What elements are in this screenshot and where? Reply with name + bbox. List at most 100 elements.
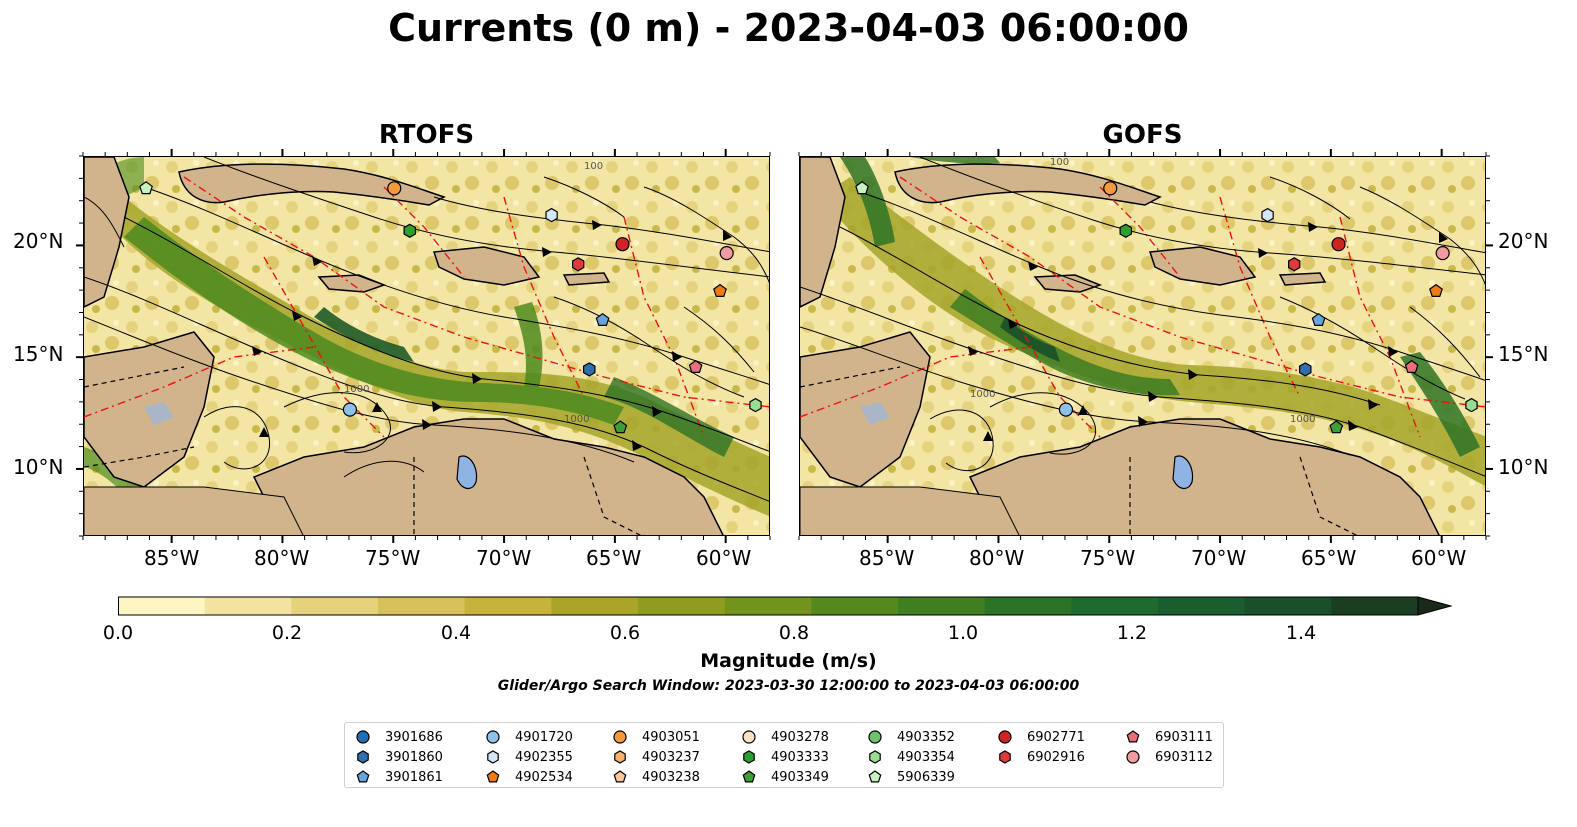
lon-tick-gofs-85w: 85°W [859, 546, 915, 570]
legend-marker-circle-icon [868, 730, 882, 744]
legend-marker-circle-icon [1126, 750, 1140, 764]
lon-tick-rtofs-60w: 60°W [696, 546, 752, 570]
float-marker-5906339 [139, 181, 153, 195]
legend-marker-hexagon-icon [487, 750, 499, 764]
lon-tick-gofs-70w: 70°W [1191, 546, 1247, 570]
legend-label: 4903051 [642, 729, 700, 745]
float-marker-4902355 [545, 207, 558, 223]
legend-marker-pentagon-icon [1126, 730, 1140, 743]
legend-column: 6903111 6903112 [1125, 727, 1213, 767]
search-window-caption: Glider/Argo Search Window: 2023-03-30 12… [497, 678, 1080, 694]
legend-item-4902355: 4902355 [485, 747, 573, 767]
legend-marker-pentagon-icon [742, 770, 756, 783]
float-marker-3901861 [1311, 312, 1326, 326]
legend-label: 4902534 [515, 769, 573, 785]
legend-column: 4903278 4903333 4903349 [741, 727, 829, 787]
lon-tick-gofs-80w: 80°W [969, 546, 1025, 570]
colorbar [118, 596, 1452, 616]
legend-item-3901860: 3901860 [355, 747, 443, 767]
float-marker-6902771 [1331, 237, 1346, 252]
colorbar-segment [551, 597, 639, 615]
legend-marker-circle-icon [742, 730, 756, 744]
legend-marker-pentagon-icon [356, 770, 370, 783]
lat-tick-right-20n: 20°N [1498, 229, 1549, 253]
legend-label: 4903354 [897, 749, 955, 765]
colorbar-segment [291, 597, 379, 615]
legend-label: 3901860 [385, 749, 443, 765]
legend-item-4903237: 4903237 [612, 747, 700, 767]
legend-item-4903238: 4903238 [612, 767, 700, 787]
float-marker-4903051 [387, 181, 402, 196]
float-marker-5906339 [855, 181, 869, 195]
legend-item-6902771: 6902771 [997, 727, 1085, 747]
legend-marker-circle-icon [613, 730, 627, 744]
colorbar-tick-7: 1.4 [1285, 622, 1317, 644]
bathymetry-contour-label: 1000 [970, 389, 995, 400]
map-panel-gofs[interactable]: 1000 1000 100 [799, 156, 1486, 536]
colorbar-segment [464, 597, 552, 615]
legend-item-4903333: 4903333 [741, 747, 829, 767]
legend-marker-hexagon-icon [869, 750, 881, 764]
bathymetry-contour-label: 1000 [344, 384, 369, 395]
legend-item-5906339: 5906339 [867, 767, 955, 787]
colorbar-extend-arrow [1417, 596, 1452, 616]
legend-column: 4903051 4903237 4903238 [612, 727, 700, 787]
legend-item-6903111: 6903111 [1125, 727, 1213, 747]
bathymetry-contour-label: 100 [584, 161, 603, 172]
colorbar-tick-0: 0.0 [102, 622, 134, 644]
colorbar-tick-5: 1.0 [947, 622, 979, 644]
float-markers-gofs [855, 181, 1478, 434]
legend-marker-pentagon-icon [868, 770, 882, 783]
lat-tick-right-15n: 15°N [1498, 342, 1549, 366]
colorbar-tick-2: 0.4 [440, 622, 472, 644]
float-marker-4902534 [1429, 283, 1443, 297]
lon-tick-rtofs-85w: 85°W [144, 546, 200, 570]
legend-item-4902534: 4902534 [485, 767, 573, 787]
colorbar-segment [204, 597, 292, 615]
colorbar-tick-3: 0.6 [609, 622, 641, 644]
bathymetry-contour-label: 1000 [1290, 414, 1315, 425]
legend-label: 4903237 [642, 749, 700, 765]
lat-tick-left-10n: 10°N [13, 455, 64, 479]
current-map-rtofs: 1000 1000 100 [84, 157, 769, 535]
colorbar-segment [1158, 597, 1246, 615]
float-marker-6903111 [688, 359, 703, 373]
colorbar-segment [638, 597, 726, 615]
legend-marker-circle-icon [998, 730, 1012, 744]
panel-title-rtofs: RTOFS [378, 120, 475, 150]
colorbar-frame [118, 596, 1419, 616]
legend-column: 4901720 4902355 4902534 [485, 727, 573, 787]
legend-column: 4903352 4903354 5906339 [867, 727, 955, 787]
lon-tick-gofs-75w: 75°W [1080, 546, 1136, 570]
legend-label: 3901861 [385, 769, 443, 785]
legend-marker-hexagon-icon [614, 750, 626, 764]
float-marker-4903349 [613, 420, 628, 434]
colorbar-gradient [118, 596, 1452, 616]
float-legend: 3901686 3901860 3901861 4901720 4902355 49025… [344, 722, 1224, 788]
colorbar-tick-6: 1.2 [1116, 622, 1148, 644]
panel-title-gofs: GOFS [1102, 120, 1183, 150]
legend-label: 4901720 [515, 729, 573, 745]
legend-label: 4903238 [642, 769, 700, 785]
legend-label: 4903278 [771, 729, 829, 745]
float-marker-4903333 [1119, 223, 1132, 238]
legend-marker-hexagon-icon [743, 750, 755, 764]
float-marker-4901720 [1058, 402, 1074, 417]
lon-tick-gofs-65w: 65°W [1301, 546, 1357, 570]
legend-label: 4903333 [771, 749, 829, 765]
colorbar-segment [898, 597, 986, 615]
legend-marker-circle-icon [356, 730, 370, 744]
legend-label: 6903111 [1155, 729, 1213, 745]
colorbar-label: Magnitude (m/s) [700, 650, 877, 672]
legend-label: 4903352 [897, 729, 955, 745]
lon-tick-rtofs-80w: 80°W [254, 546, 310, 570]
colorbar-segment [378, 597, 466, 615]
colorbar-segment [984, 597, 1072, 615]
map-panel-rtofs[interactable]: 1000 1000 100 [83, 156, 770, 536]
bathymetry-contour-label: 100 [1050, 157, 1069, 168]
float-marker-6902771 [615, 237, 630, 252]
float-marker-3901860 [1299, 362, 1312, 377]
lat-tick-left-15n: 15°N [13, 342, 64, 366]
legend-item-4903278: 4903278 [741, 727, 829, 747]
legend-item-4901720: 4901720 [485, 727, 573, 747]
